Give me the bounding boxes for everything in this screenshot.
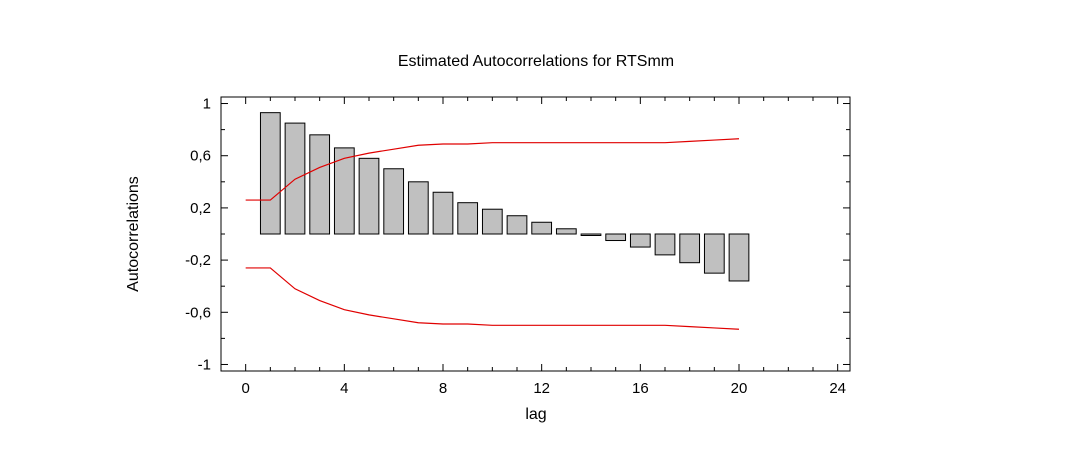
x-axis-label: lag xyxy=(525,406,546,423)
acf-bar-lag-7 xyxy=(407,181,429,235)
acf-bar-lag-20 xyxy=(728,233,750,282)
acf-bar-lag-1 xyxy=(259,112,281,235)
y-tick-label: -0,6 xyxy=(185,304,211,321)
y-tick-label: 0,2 xyxy=(190,200,211,217)
acf-bar-lag-15 xyxy=(605,233,627,242)
acf-bar-lag-13 xyxy=(555,228,577,235)
x-tick-label: 4 xyxy=(340,380,348,397)
y-tick-label: -1 xyxy=(198,356,211,373)
lower-limit-line xyxy=(245,267,740,330)
acf-bar-lag-18 xyxy=(679,233,701,264)
plot-frame xyxy=(220,96,851,372)
bars xyxy=(259,112,750,282)
y-tick-label: 0,6 xyxy=(190,148,211,165)
acf-bar-lag-4 xyxy=(333,147,355,235)
x-tick-label: 12 xyxy=(533,380,550,397)
acf-bar-lag-11 xyxy=(506,215,528,235)
acf-bar-lag-10 xyxy=(481,208,503,235)
y-axis-label: Autocorrelations xyxy=(125,176,142,292)
x-tick-label: 8 xyxy=(439,380,447,397)
upper-limit-line xyxy=(245,138,740,201)
acf-bar-lag-3 xyxy=(309,134,331,235)
x-tick-label: 24 xyxy=(829,380,846,397)
y-tick-label: -0,2 xyxy=(185,252,211,269)
acf-bar-lag-12 xyxy=(531,221,553,235)
y-tick-label: 1 xyxy=(203,96,211,113)
acf-bar-lag-5 xyxy=(358,157,380,235)
acf-bar-lag-16 xyxy=(629,233,651,248)
acf-bar-lag-6 xyxy=(383,168,405,235)
confidence-limits xyxy=(245,138,740,330)
acf-bar-lag-8 xyxy=(432,191,454,235)
acf-bar-lag-14 xyxy=(580,233,602,236)
chart-title: Estimated Autocorrelations for RTSmm xyxy=(398,53,674,70)
x-tick-label: 16 xyxy=(632,380,649,397)
x-tick-label: 20 xyxy=(731,380,748,397)
acf-bar-lag-9 xyxy=(457,202,479,235)
acf-bar-lag-19 xyxy=(703,233,725,274)
tick-labels: 0 4 8 12 16 20 24 1 0,6 0,2 -0,2 -0,6 -1 xyxy=(185,96,846,397)
acf-bar-lag-17 xyxy=(654,233,676,256)
x-tick-label: 0 xyxy=(241,380,249,397)
